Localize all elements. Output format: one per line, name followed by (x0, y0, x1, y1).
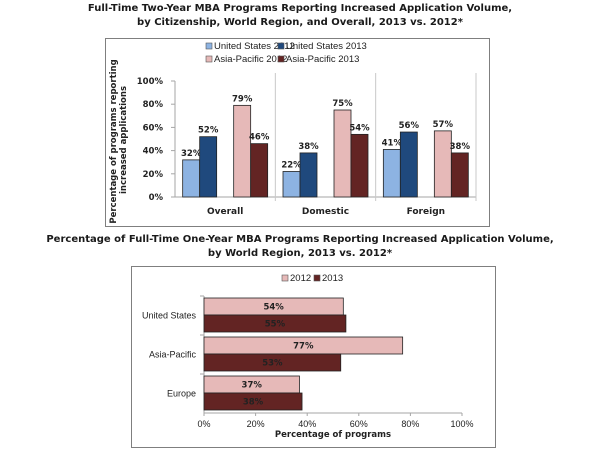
chart1-bar-united-states-2012-overall (182, 159, 201, 198)
chart2-legend-swatch-2012 (281, 274, 289, 282)
chart1-y-tick-label: 20% (143, 170, 164, 180)
chart1-title-line2: by Citizenship, World Region, and Overal… (137, 17, 463, 28)
chart1-bar-united-states-2012-foreign (382, 149, 401, 198)
chart2-data-label: 77% (293, 342, 314, 352)
chart1-bar-united-states-2013-overall (199, 136, 218, 198)
chart2-x-tick-label: 60% (350, 419, 368, 429)
chart2-data-label: 53% (262, 359, 283, 369)
chart1-axes: 0% 20% 40% 60% 80% 100% Overall Domestic Foreign (137, 73, 477, 217)
chart2-bar-2013-asia-pacific (203, 353, 342, 372)
chart1-legend-label: Asia-Pacific 2012 (214, 54, 287, 65)
chart1-legend-swatch-united-states-2013 (277, 42, 285, 50)
chart2-x-tick-label: 20% (247, 419, 265, 429)
chart1-y-tick-label: 0% (149, 193, 164, 203)
chart1-frame (105, 38, 490, 227)
chart1-data-label: 54% (349, 123, 370, 133)
chart2-x-tick-label: 40% (298, 419, 316, 429)
chart2-data-label: 55% (265, 320, 286, 330)
chart1-x-tick-label: Domestic (302, 207, 349, 217)
chart2-bar-2013-united-states (203, 314, 347, 333)
chart2-x-axis-title: Percentage of programs (275, 430, 391, 440)
chart1-data-label: 56% (399, 121, 420, 131)
chart2-data-label: 37% (242, 381, 263, 391)
chart1-bar-united-states-2013-domestic (299, 152, 318, 198)
chart1-data-label: 41% (382, 138, 403, 148)
chart1-legend-swatch-asia-pacific-2013 (277, 55, 285, 63)
chart1-bar-united-states-2013-foreign (399, 131, 418, 198)
chart1-data-label: 38% (450, 142, 471, 152)
chart1-data-label: 38% (298, 142, 319, 152)
chart1-data-label: 46% (249, 133, 270, 143)
chart1-data-label: 57% (433, 120, 454, 130)
chart1-data-label: 52% (198, 126, 219, 136)
chart2-y-tick-label: Europe (167, 389, 196, 399)
chart1-title: Full-Time Two-Year MBA Programs Reportin… (0, 2, 600, 30)
chart1-data-label: 32% (181, 149, 202, 159)
chart1-legend-swatch-asia-pacific-2012 (205, 55, 213, 63)
chart2-x-tick-label: 100% (450, 419, 473, 429)
chart1-bar-asia-pacific-2013-foreign (450, 152, 469, 198)
chart2-x-tick-label: 0% (197, 419, 210, 429)
chart1-x-tick-label: Overall (207, 207, 243, 217)
chart1-x-tick-label: Foreign (407, 207, 445, 217)
chart1-y-axis-title-line2: increased applications (119, 86, 129, 194)
chart2-title: Percentage of Full-Time One-Year MBA Pro… (0, 233, 600, 261)
chart2-legend: 2012 2013 (281, 273, 343, 284)
chart1-data-label: 79% (232, 94, 253, 104)
chart2-legend-swatch-2013 (313, 274, 321, 282)
chart1-y-tick-label: 40% (143, 147, 164, 157)
chart1-y-axis-title: Percentage of programs reporting increas… (109, 56, 129, 223)
chart1-bar-united-states-2012-domestic (282, 171, 301, 198)
chart2-x-tick-label: 80% (401, 419, 419, 429)
chart2-data-label: 38% (243, 398, 264, 408)
chart1-data-label: 75% (332, 99, 353, 109)
chart2-title-line2: by World Region, 2013 vs. 2012* (207, 248, 393, 259)
chart2-legend-label: 2013 (322, 273, 343, 284)
chart1-legend-swatch-united-states-2012 (205, 42, 213, 50)
chart1-legend-label: United States 2012 (214, 41, 295, 52)
chart1-y-tick-label: 80% (143, 100, 164, 110)
chart1-legend-label: Asia-Pacific 2013 (286, 54, 359, 65)
chart1-data-label: 22% (281, 160, 302, 170)
chart2-y-tick-label: Asia-Pacific (149, 350, 197, 360)
chart1-legend-label: United States 2013 (286, 41, 367, 52)
chart1-y-axis-title-line1: Percentage of programs reporting (109, 59, 119, 223)
chart2-title-line1: Percentage of Full-Time One-Year MBA Pro… (46, 234, 554, 245)
chart2-bar-2013-europe (203, 392, 303, 411)
chart1-y-tick-label: 100% (137, 77, 164, 87)
chart1-bar-asia-pacific-2012-foreign (433, 130, 452, 198)
chart2-data-label: 54% (263, 303, 284, 313)
chart2-bars: 54% 55% 77% 53% 37% 38% (203, 297, 404, 411)
chart1-bar-asia-pacific-2013-domestic (350, 133, 369, 198)
chart1-title-line1: Full-Time Two-Year MBA Programs Reportin… (87, 3, 513, 14)
chart2-y-tick-label: United States (142, 311, 197, 321)
chart1-bar-asia-pacific-2012-overall (233, 104, 252, 198)
chart2-legend-label: 2012 (290, 273, 311, 284)
chart1-bars: 32% 52% 79% 46% 22% 38% 75% 54% 41% 56% 57% 38% (181, 94, 471, 198)
chart1-bar-asia-pacific-2013-overall (250, 143, 269, 198)
chart1-y-tick-label: 60% (143, 123, 164, 133)
